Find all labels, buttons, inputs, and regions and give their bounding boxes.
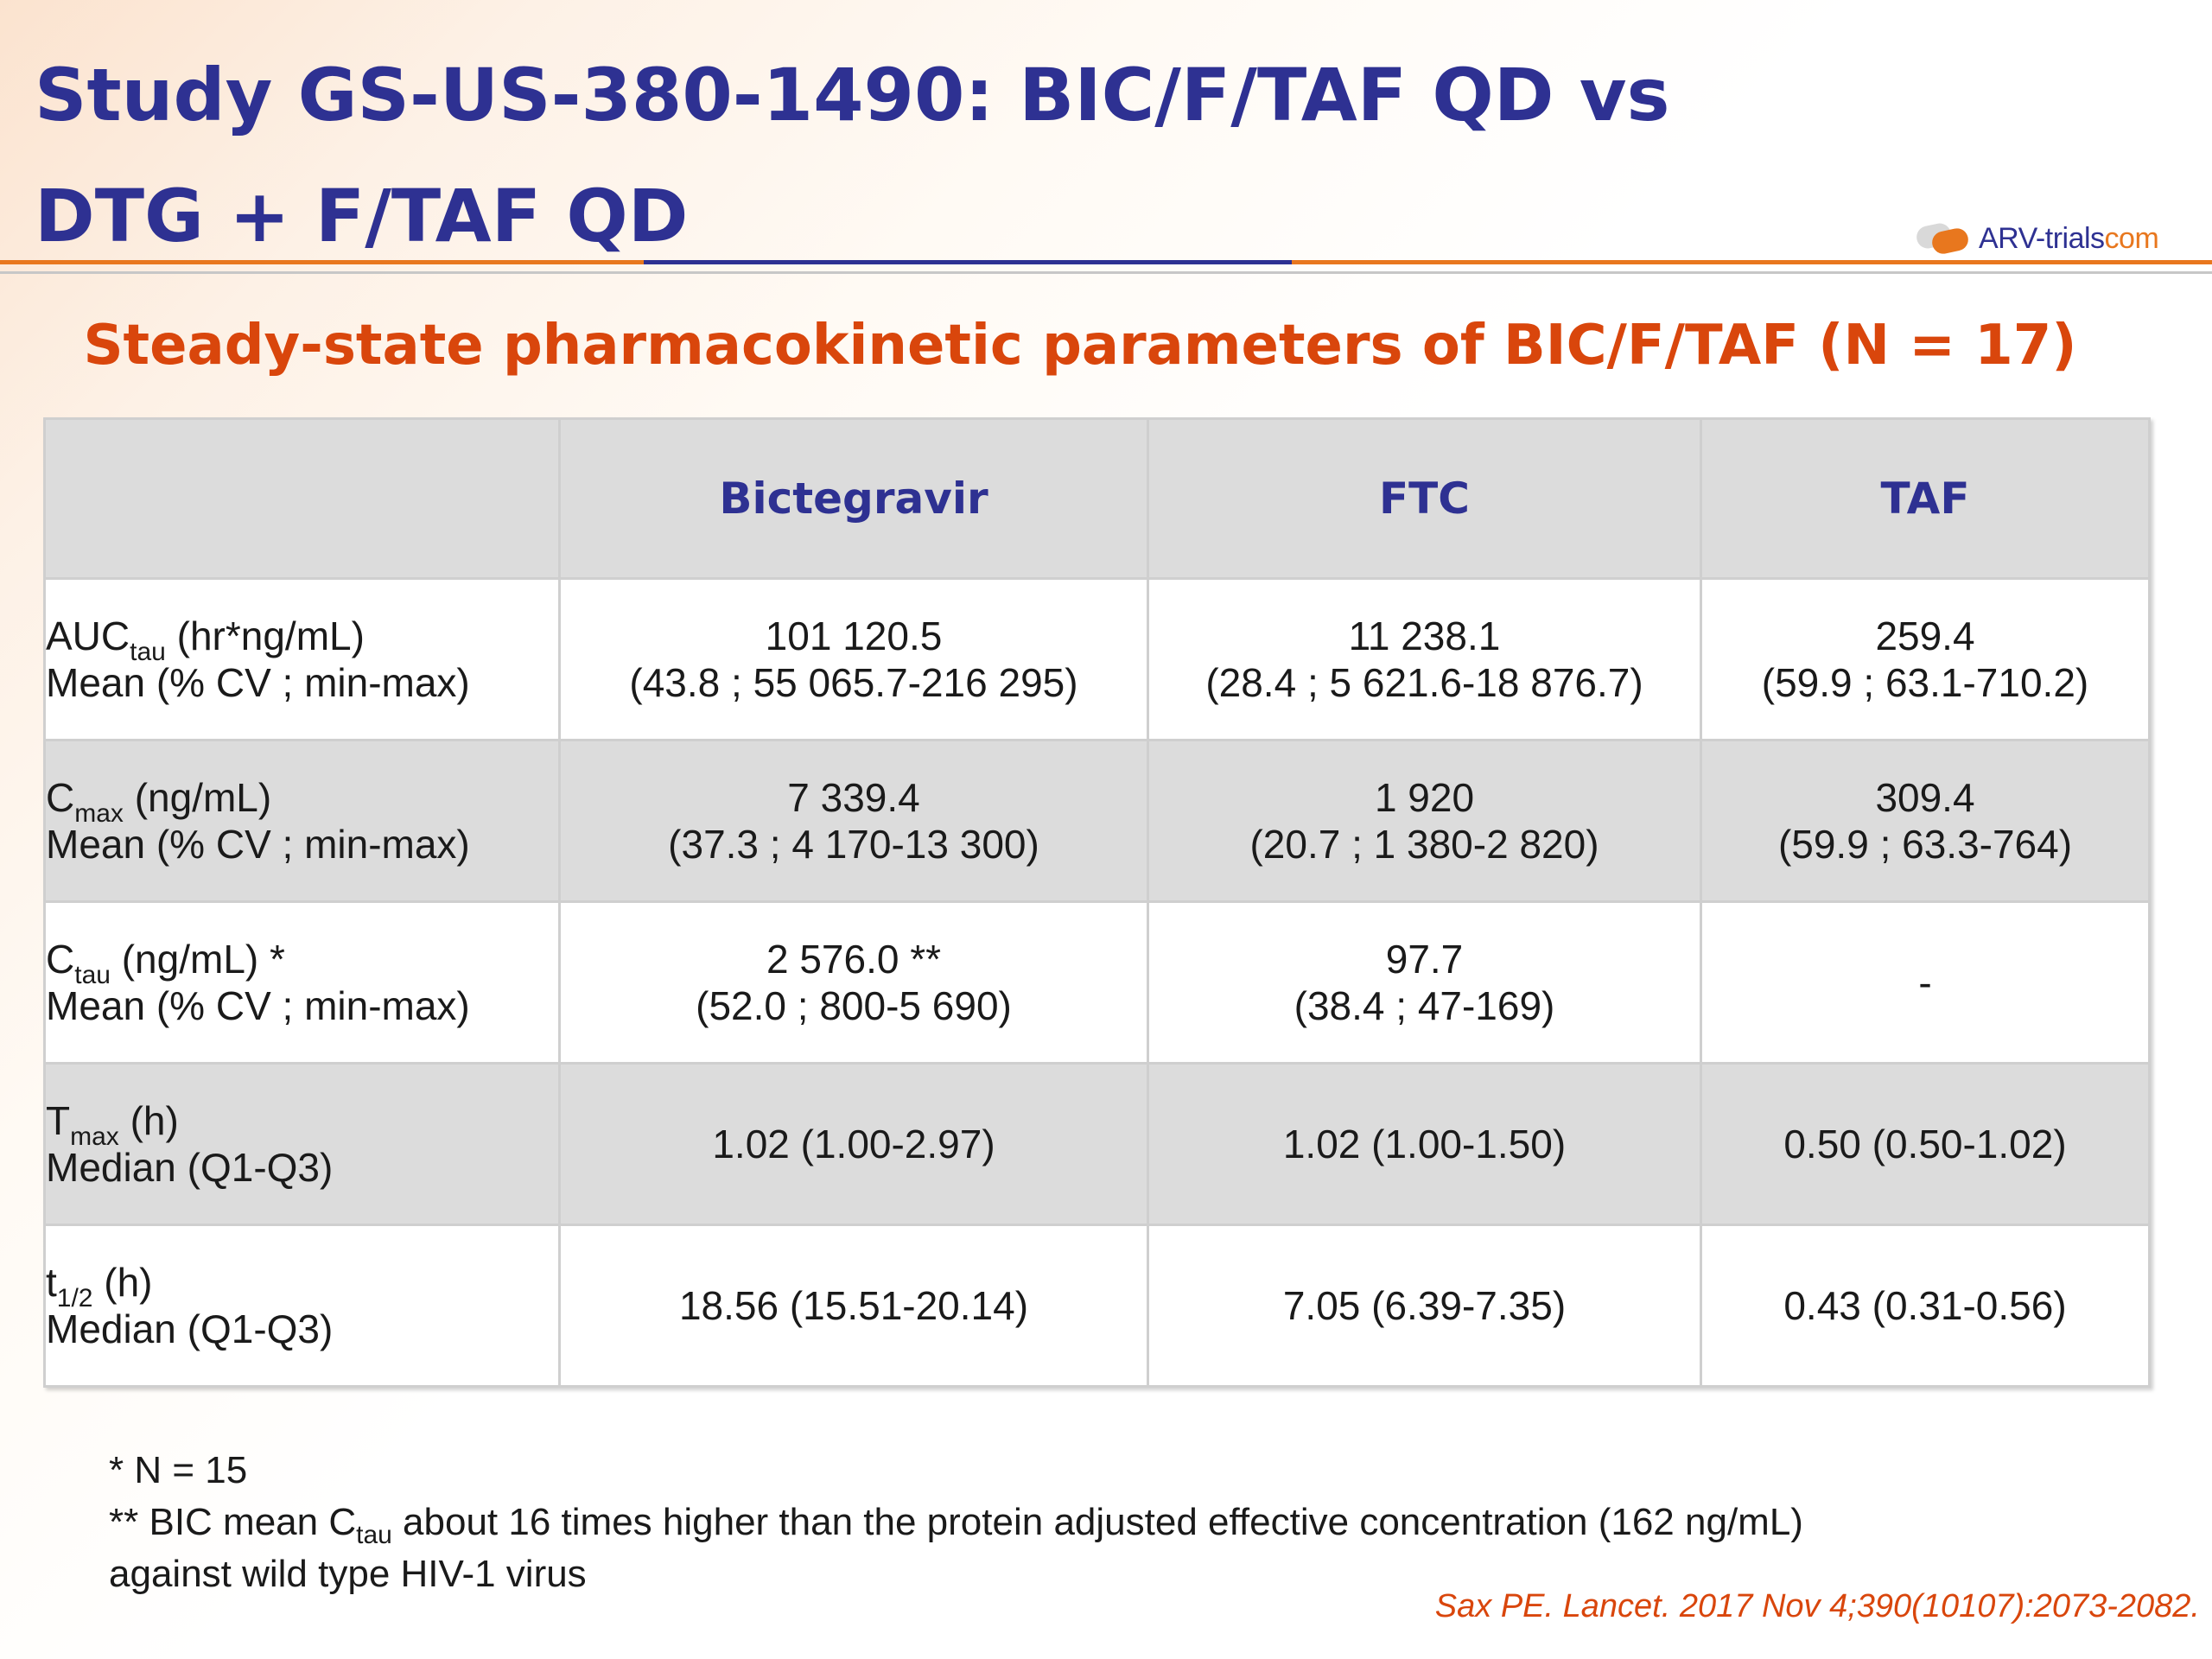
footnote-2-cont: against wild type HIV-1 virus: [109, 1553, 587, 1595]
title-rule-gray: [0, 271, 2212, 274]
cell-bictegravir: 2 576.0 ** (52.0 ; 800-5 690): [558, 900, 1149, 1065]
pk-parameters-table: Bictegravir FTC TAF AUCtau (hr*ng/mL) Me…: [43, 417, 2151, 1388]
row-label: t1/2 (h) Median (Q1-Q3): [43, 1224, 561, 1388]
header-cell-bictegravir: Bictegravir: [558, 417, 1149, 580]
header-cell-ftc: FTC: [1147, 417, 1702, 580]
table-row-ctau: Ctau (ng/mL) * Mean (% CV ; min-max) 2 5…: [43, 900, 2151, 1065]
cell-ftc: 11 238.1 (28.4 ; 5 621.6-18 876.7): [1147, 577, 1702, 741]
citation: Sax PE. Lancet. 2017 Nov 4;390(10107):20…: [1434, 1588, 2200, 1624]
cell-ftc: 7.05 (6.39-7.35): [1147, 1224, 1702, 1388]
slide-subtitle: Steady-state pharmacokinetic parameters …: [83, 314, 2077, 378]
cell-taf: 0.43 (0.31-0.56): [1700, 1224, 2151, 1388]
table-row-tmax: Tmax (h) Median (Q1-Q3) 1.02 (1.00-2.97)…: [43, 1062, 2151, 1226]
footnote-1: * N = 15: [109, 1449, 248, 1491]
logo-text: ARV-trialscom: [1979, 221, 2159, 255]
cell-taf: 259.4 (59.9 ; 63.1-710.2): [1700, 577, 2151, 741]
row-label: Cmax (ng/mL) Mean (% CV ; min-max): [43, 739, 561, 903]
cell-taf: 309.4 (59.9 ; 63.3-764): [1700, 739, 2151, 903]
cell-bictegravir: 101 120.5 (43.8 ; 55 065.7-216 295): [558, 577, 1149, 741]
cell-bictegravir: 7 339.4 (37.3 ; 4 170-13 300): [558, 739, 1149, 903]
cell-ftc: 1.02 (1.00-1.50): [1147, 1062, 1702, 1226]
cell-taf: 0.50 (0.50-1.02): [1700, 1062, 2151, 1226]
row-label: Ctau (ng/mL) * Mean (% CV ; min-max): [43, 900, 561, 1065]
header-cell-taf: TAF: [1700, 417, 2151, 580]
row-label: Tmax (h) Median (Q1-Q3): [43, 1062, 561, 1226]
cell-bictegravir: 1.02 (1.00-2.97): [558, 1062, 1149, 1226]
table-row-auc: AUCtau (hr*ng/mL) Mean (% CV ; min-max) …: [43, 577, 2151, 741]
row-label: AUCtau (hr*ng/mL) Mean (% CV ; min-max): [43, 577, 561, 741]
cell-ftc: 97.7 (38.4 ; 47-169): [1147, 900, 1702, 1065]
pill-icon: [1914, 219, 1972, 257]
cell-ftc: 1 920 (20.7 ; 1 380-2 820): [1147, 739, 1702, 903]
table-row-cmax: Cmax (ng/mL) Mean (% CV ; min-max) 7 339…: [43, 739, 2151, 903]
table-header-row: Bictegravir FTC TAF: [43, 417, 2151, 580]
arv-trials-logo: ARV-trialscom: [1914, 214, 2159, 263]
header-cell-blank: [43, 417, 561, 580]
cell-taf: -: [1700, 900, 2151, 1065]
title-rule-blue: [644, 260, 1292, 264]
footnotes: * N = 15 ** BIC mean Ctau about 16 times…: [109, 1445, 2096, 1600]
slide-title: Study GS-US-380-1490: BIC/F/TAF QD vs DT…: [35, 53, 1670, 258]
cell-bictegravir: 18.56 (15.51-20.14): [558, 1224, 1149, 1388]
footnote-2: ** BIC mean Ctau about 16 times higher t…: [109, 1501, 1803, 1549]
table-row-thalf: t1/2 (h) Median (Q1-Q3) 18.56 (15.51-20.…: [43, 1224, 2151, 1388]
